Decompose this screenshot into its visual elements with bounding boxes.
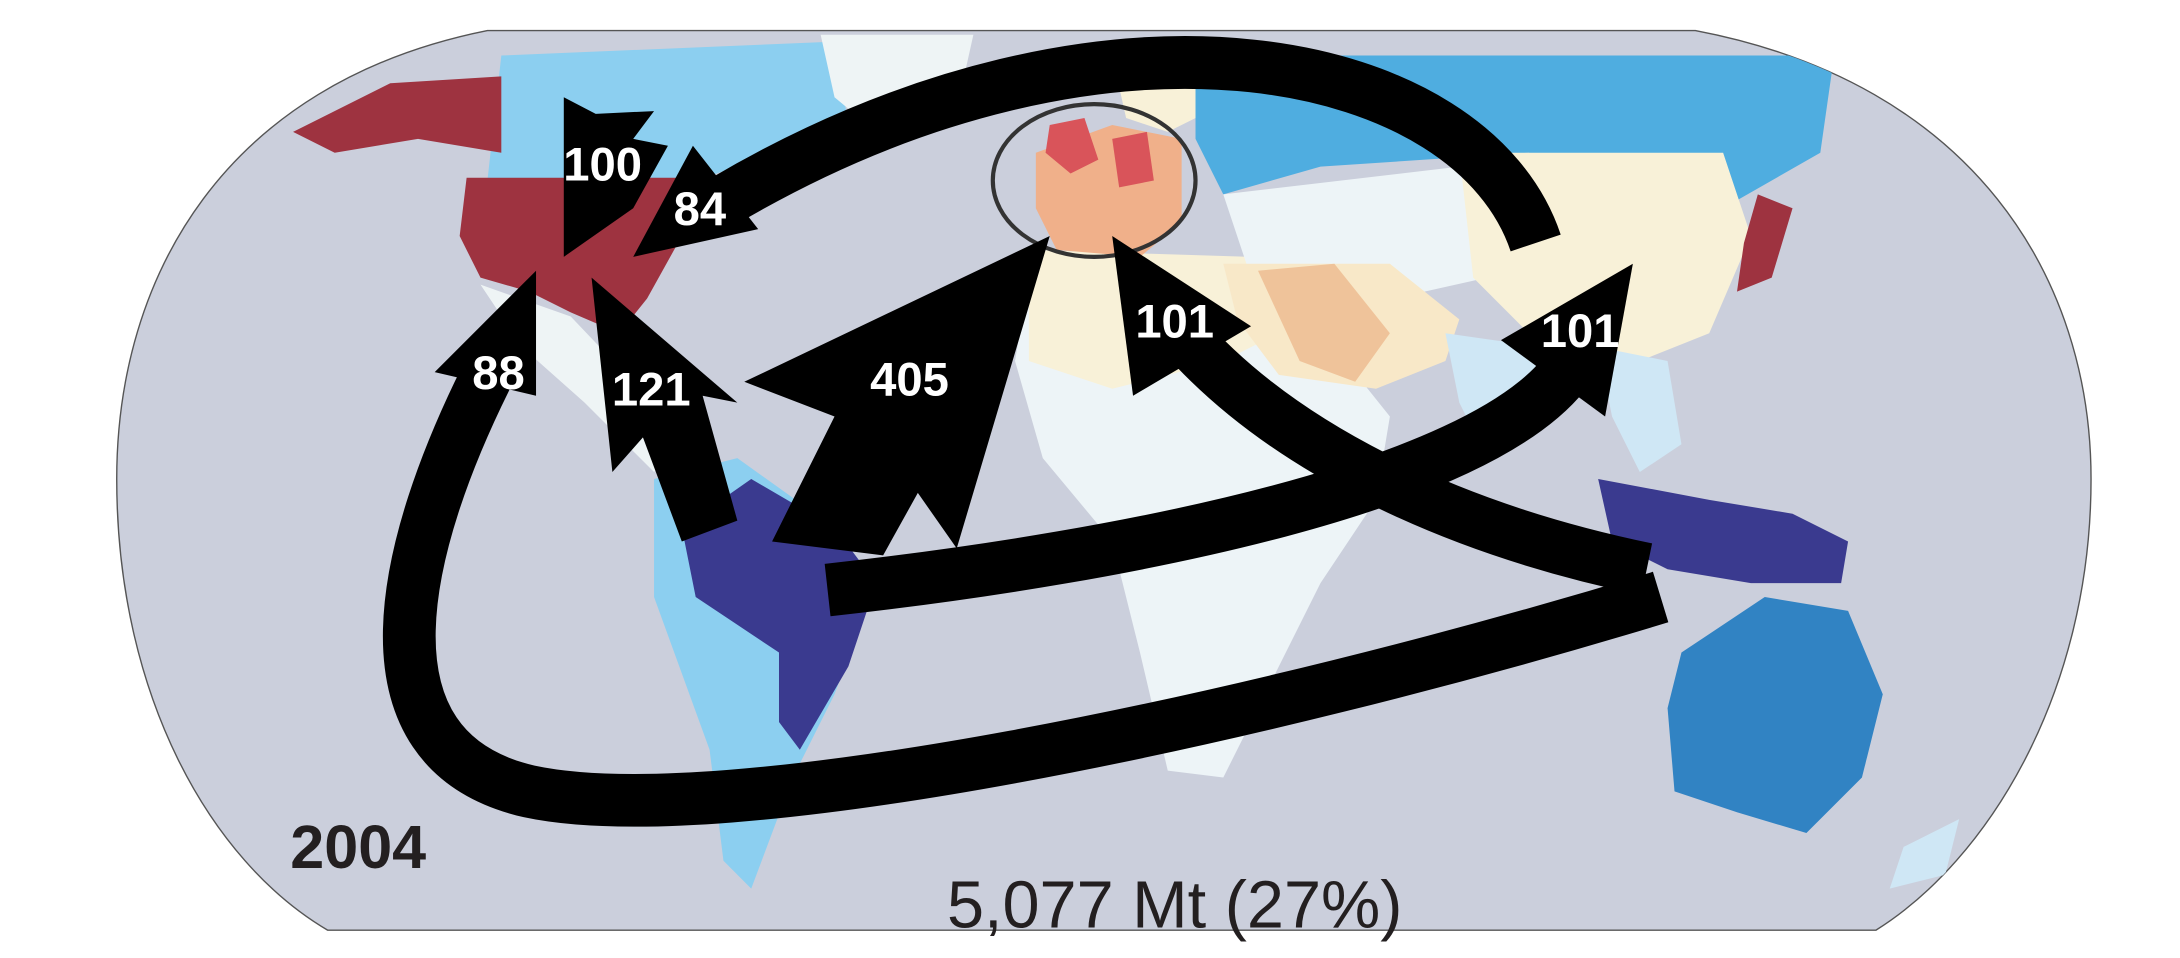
total-label: 5,077 Mt (27%) [947, 868, 1402, 942]
flow-arrow-88 [382, 270, 1669, 827]
new-zealand [1889, 819, 1960, 889]
flow-label-121: 121 [612, 363, 691, 416]
flow-arrow-405 [744, 236, 1050, 556]
flow-arrows [382, 36, 1669, 827]
flow-label-101-europe: 101 [1135, 295, 1214, 348]
indonesia [1598, 479, 1849, 584]
uk [1045, 118, 1099, 174]
flow-label-84: 84 [674, 183, 727, 236]
map-background [116, 29, 2092, 931]
flow-labels: 100 84 88 121 405 101 101 [472, 138, 1619, 416]
flow-arrow-100 [563, 97, 668, 257]
japan [1736, 194, 1793, 292]
flow-label-405: 405 [870, 354, 949, 407]
southeast-asia [1598, 347, 1682, 473]
flow-arrow-101-china [824, 263, 1633, 617]
australia [1667, 597, 1883, 834]
alaska [293, 76, 502, 153]
flow-arrow-84 [633, 36, 1561, 257]
europe-highlight-circle [990, 102, 1198, 259]
saudi-arabia [1257, 263, 1390, 382]
year-label: 2004 [290, 813, 426, 881]
usa [459, 177, 689, 334]
flow-label-101-china: 101 [1541, 305, 1620, 358]
flow-arrow-121 [591, 277, 738, 542]
germany [1112, 131, 1154, 188]
flow-label-100: 100 [563, 138, 642, 191]
flow-label-88: 88 [472, 347, 525, 400]
